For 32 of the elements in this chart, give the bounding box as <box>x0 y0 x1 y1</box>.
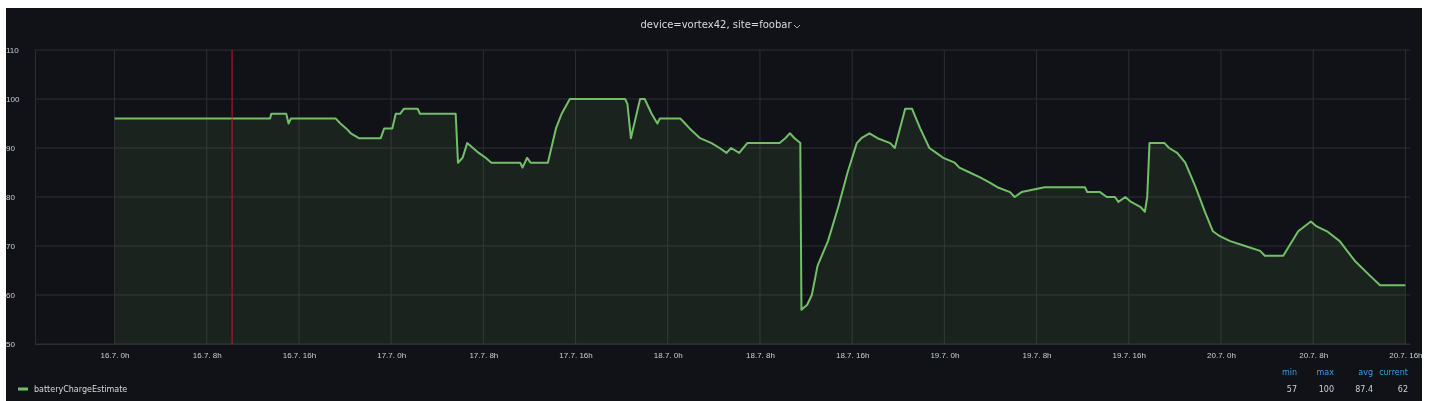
text: max <box>1316 368 1335 377</box>
text: 87.4 <box>1355 385 1373 394</box>
text: avg <box>1358 368 1373 377</box>
x-tick-label: 16.7. 8h <box>192 350 222 360</box>
x-tick-label: 16.7. 0h <box>100 350 130 360</box>
x-tick-label: 19.7. 8h <box>1022 350 1052 360</box>
x-tick-label: 19.7. 16h <box>1112 350 1146 360</box>
x-tick-label: 17.7. 0h <box>377 350 407 360</box>
x-tick-label: 16.7. 16h <box>282 350 317 360</box>
x-tick-label: 20.7. 16h <box>1389 350 1423 360</box>
chart-title: device=vortex42, site=foobar <box>640 19 793 30</box>
y-tick-label: 100 <box>6 95 20 105</box>
x-tick-label: 17.7. 8h <box>469 350 499 360</box>
x-tick-label: 18.7. 16h <box>835 350 870 360</box>
x-tick-label: 18.7. 0h <box>653 350 683 360</box>
y-tick-label: 110 <box>6 46 20 56</box>
text: current <box>1379 368 1408 377</box>
x-tick-label: 20.7. 0h <box>1207 350 1236 360</box>
y-tick-label: 50 <box>6 340 16 350</box>
y-tick-label: 80 <box>6 193 16 203</box>
y-tick-label: 60 <box>6 291 16 301</box>
text: min <box>1281 368 1297 377</box>
legend-label: batteryChargeEstimate <box>34 385 128 394</box>
x-tick-label: 18.7. 8h <box>746 350 775 360</box>
x-tick-label: 20.7. 8h <box>1299 350 1329 360</box>
x-tick-label: 19.7. 0h <box>930 350 960 360</box>
y-tick-label: 70 <box>6 242 16 252</box>
text: 57 <box>1286 385 1297 394</box>
y-tick-label: 90 <box>6 144 16 154</box>
x-tick-label: 17.7. 16h <box>559 350 593 360</box>
text: 62 <box>1397 385 1408 394</box>
text: 100 <box>1318 385 1334 394</box>
